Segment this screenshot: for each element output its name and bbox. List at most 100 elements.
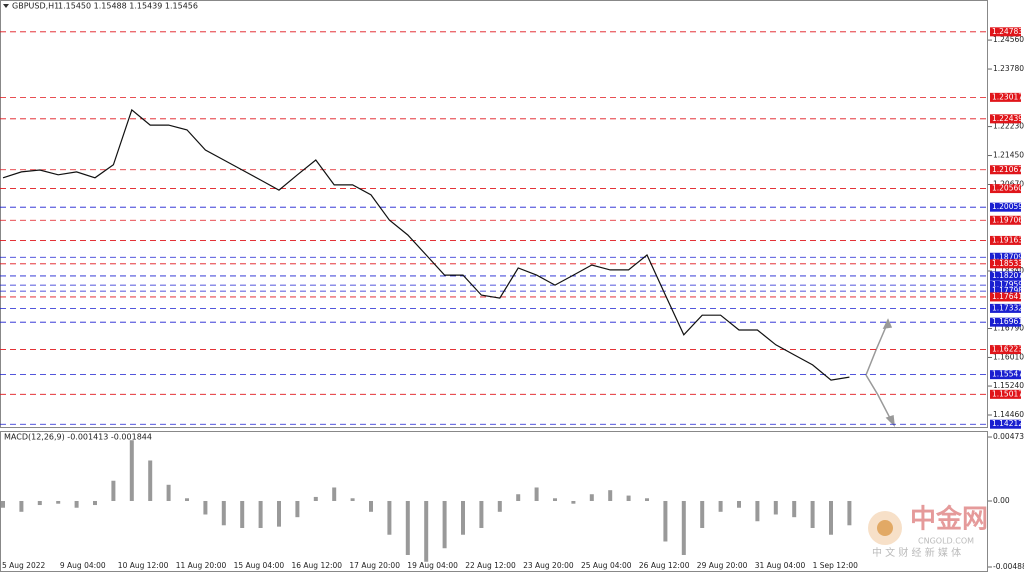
- macd-bar: [37, 500, 42, 506]
- x-tick-label: 23 Aug 20:00: [523, 561, 574, 570]
- macd-bar: [773, 500, 778, 515]
- macd-frame: [0, 431, 988, 572]
- level-label: 1.19163: [992, 235, 1023, 244]
- level-label: 1.15547: [992, 370, 1023, 379]
- forecast-arrows: [865, 318, 895, 428]
- level-label: 1.17332: [992, 303, 1023, 312]
- macd-bar: [497, 500, 502, 512]
- watermark: 中金网 CNGOLD.COM 中 文 财 经 新 媒 体: [868, 504, 988, 559]
- macd-bar: [718, 500, 723, 512]
- macd-bar: [553, 498, 557, 501]
- macd-title: MACD(12,26,9) -0.001413 -0.001844: [4, 433, 152, 442]
- x-tick-label: 16 Aug 12:00: [292, 561, 343, 570]
- level-label: 1.17959: [992, 280, 1023, 289]
- y-tick-label: 1.16010: [993, 352, 1024, 361]
- level-tag: [990, 202, 1021, 212]
- y-tick-label: 1.21450: [993, 151, 1024, 160]
- macd-bar: [700, 500, 705, 528]
- macd-bar: [755, 500, 760, 522]
- level-tag: [990, 27, 1021, 37]
- macd-bar: [626, 495, 631, 501]
- slogan: 中 文 财 经 新 媒 体: [872, 546, 961, 559]
- symbol-title: GBPUSD,H1: [12, 2, 59, 11]
- macd-bar: [737, 500, 741, 508]
- macd-bar: [792, 500, 797, 518]
- x-tick-label: 10 Aug 12:00: [118, 561, 169, 570]
- level-tag: [990, 303, 1021, 313]
- y-tick-label: 1.14460: [993, 410, 1024, 419]
- macd-bar: [221, 500, 226, 526]
- macd-bar: [369, 500, 373, 512]
- level-label: 1.20560: [992, 184, 1023, 193]
- y-tick-label: 0.004738: [993, 432, 1024, 441]
- macd-bar: [847, 500, 852, 526]
- y-tick-label: 1.16790: [993, 324, 1024, 333]
- macd-bar: [93, 500, 97, 506]
- level-tag: [990, 235, 1021, 245]
- level-label: 1.17798: [992, 286, 1023, 295]
- site: CNGOLD.COM: [918, 537, 974, 546]
- macd-bar: [313, 496, 318, 501]
- level-label: 1.14212: [992, 419, 1023, 428]
- level-tag: [990, 345, 1021, 355]
- level-tag: [990, 292, 1021, 302]
- level-tag: [990, 317, 1021, 327]
- level-tag: [990, 286, 1021, 296]
- level-tag: [990, 165, 1021, 175]
- macd-bar: [111, 480, 116, 501]
- level-tag: [990, 92, 1021, 102]
- macd-bar: [56, 500, 61, 504]
- x-tick-label: 1 Sep 12:00: [813, 561, 859, 570]
- macd-bar: [350, 498, 355, 501]
- macd-bar: [405, 500, 410, 555]
- x-tick-label: 25 Aug 04:00: [581, 561, 632, 570]
- x-tick-label: 22 Aug 12:00: [465, 561, 516, 570]
- x-tick-label: 11 Aug 20:00: [176, 561, 227, 570]
- x-tick-label: 9 Aug 04:00: [60, 561, 106, 570]
- macd-bar: [829, 500, 833, 535]
- brand: 中金网: [910, 504, 988, 535]
- macd-bar: [442, 500, 447, 549]
- macd-bar: [148, 460, 153, 501]
- macd-bar: [258, 500, 263, 528]
- symbol-marker: [3, 4, 9, 8]
- level-tag: [990, 184, 1021, 194]
- quote: 1.15450 1.15488 1.15439 1.15456: [58, 2, 198, 11]
- macd-bar: [240, 500, 245, 528]
- level-label: 1.16961: [992, 317, 1023, 326]
- level-tag: [990, 259, 1021, 269]
- macd-bar: [516, 494, 521, 501]
- level-tag: [990, 370, 1021, 380]
- x-tick-label: 19 Aug 04:00: [407, 561, 458, 570]
- level-label: 1.19706: [992, 215, 1023, 224]
- macd-bar: [277, 500, 281, 527]
- macd-bar: [534, 487, 539, 501]
- price-line: [2, 108, 850, 381]
- macd-bar: [663, 500, 668, 542]
- macd-bar: [461, 500, 465, 535]
- macd-bar: [19, 500, 24, 512]
- level-label: 1.23017: [992, 92, 1023, 101]
- level-label: 1.18533: [992, 259, 1023, 268]
- macd-bar: [681, 500, 686, 555]
- level-label: 1.18709: [992, 252, 1023, 261]
- macd-bar: [589, 494, 594, 501]
- macd-bar: [332, 487, 337, 501]
- x-tick-label: 17 Aug 20:00: [349, 561, 400, 570]
- macd-bar: [185, 498, 189, 501]
- level-label: 1.21067: [992, 165, 1023, 174]
- level-tag: [990, 389, 1021, 399]
- level-label: 1.17641: [992, 292, 1023, 301]
- y-tick-label: 1.23780: [993, 64, 1024, 73]
- y-tick-label: 1.18340: [993, 266, 1024, 275]
- level-label: 1.24783: [992, 27, 1023, 36]
- macd-bar: [295, 500, 300, 518]
- x-tick-label: 15 Aug 04:00: [234, 561, 285, 570]
- level-tag: [990, 280, 1021, 290]
- level-tag: [990, 419, 1021, 429]
- level-label: 1.16223: [992, 345, 1023, 354]
- macd-bar: [74, 500, 79, 508]
- macd-bar: [645, 498, 649, 501]
- x-tick-label: 31 Aug 04:00: [755, 561, 806, 570]
